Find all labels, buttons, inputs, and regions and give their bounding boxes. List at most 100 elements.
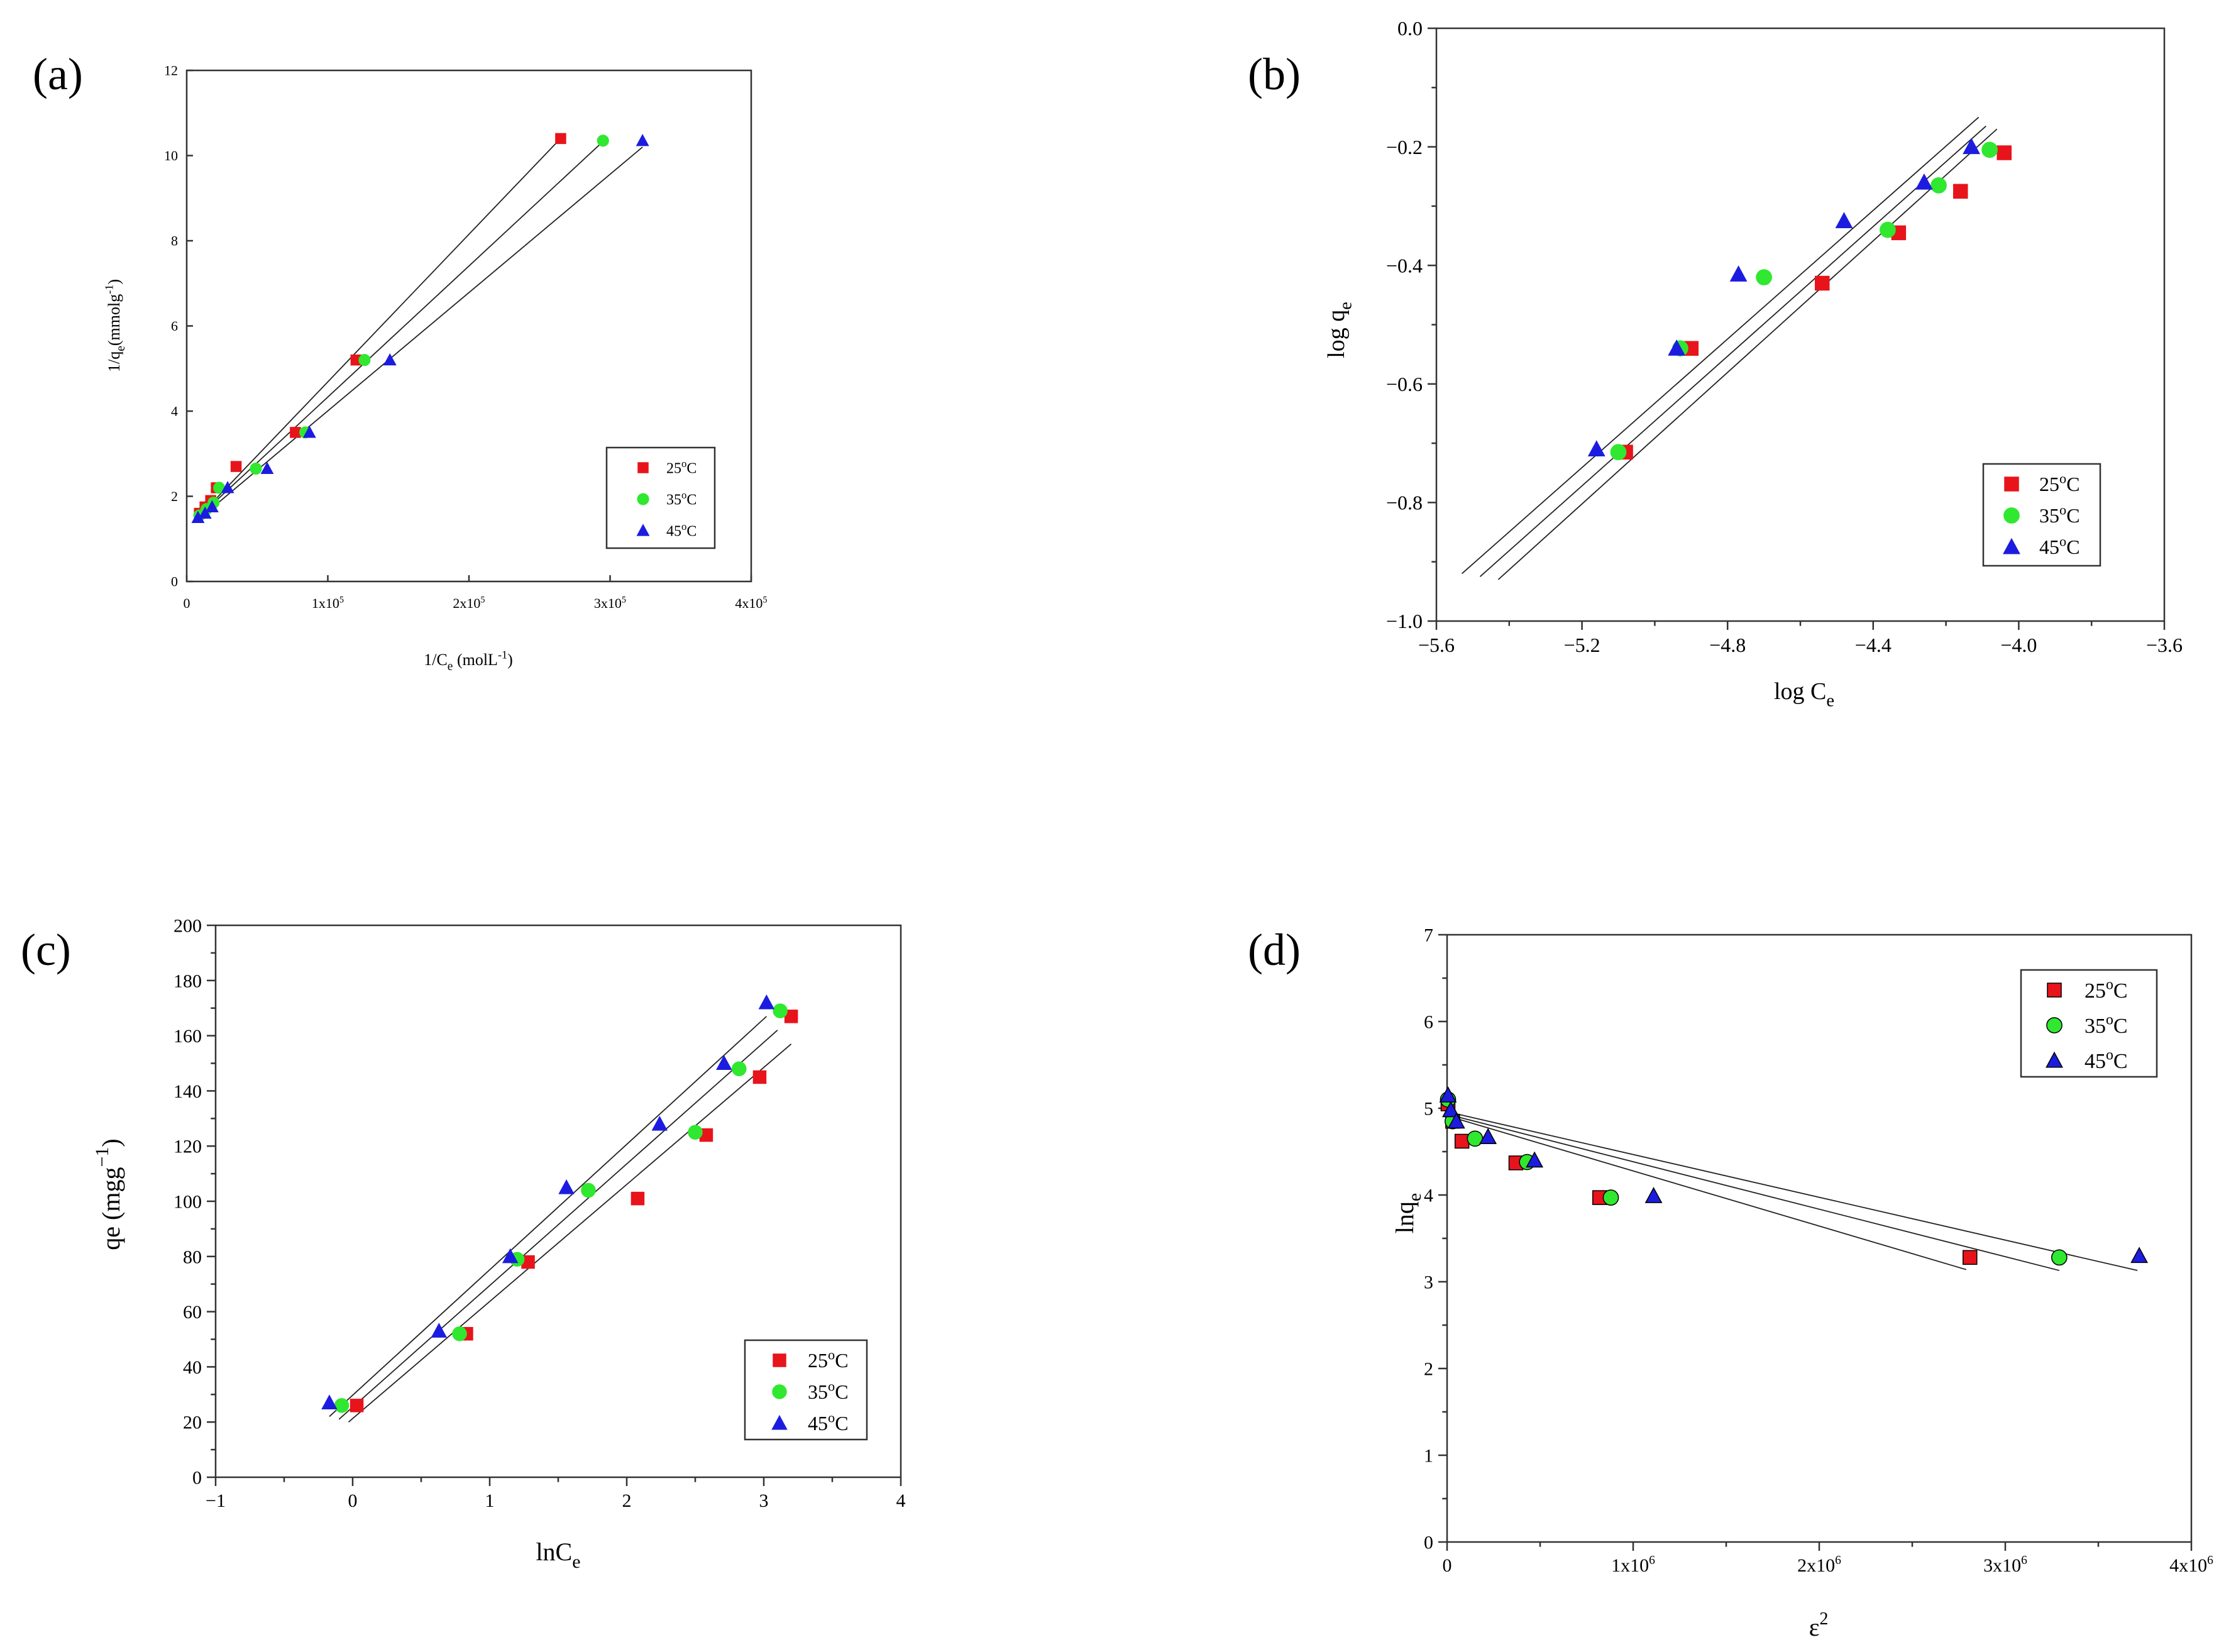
x-tick-text: 2 [622,1490,632,1511]
data-point [688,1125,703,1140]
data-point [230,461,242,472]
x-tick-text: 1x10 [312,595,339,611]
data-point [1644,1187,1663,1203]
legend-unit: C [2066,504,2079,527]
y-tick-label: 0.0 [1397,17,1423,40]
legend-temp: 45 [2039,536,2059,558]
x-tick-text: 2x10 [453,595,480,611]
legend-degree: o [681,520,686,532]
data-point [321,1394,338,1409]
chart-panel-d: (d)0 1x106 2x106 3x106 4x10601234567ε2lnqe25… [1248,925,2213,1641]
y-axis-label: 1/qe(mmolg-1) [103,279,128,372]
y-tick-label: 2 [171,488,178,504]
y-tick-label: 20 [183,1412,202,1433]
y-axis-label: lnqe [1391,1193,1425,1233]
x-tick-text: 1x10 [1611,1555,1649,1576]
data-point [1953,184,1968,199]
chart-panel-b: (b) −5.6 −5.2 −4.8 −4.4 −4.0 −3.6 −1.0 −0.8 −0.6 −… [1248,17,2183,710]
fit-line [1497,128,1998,580]
legend-unit: C [686,460,697,476]
fit-line [197,146,643,520]
fit-line [197,142,602,519]
legend-box [1982,463,2101,567]
legend-unit: C [2113,1050,2128,1073]
data-point [558,1179,575,1194]
x-tick-text: −3.6 [2146,634,2183,656]
data-point [1880,221,1896,238]
legend-label: 35oC [808,1378,849,1403]
data-point [1526,1151,1544,1168]
data-point [1668,339,1686,356]
x-axis-label-text: log C [1774,678,1826,705]
data-point [1963,138,1981,155]
x-tick-label: 4 [896,1490,906,1511]
legend-temp: 25 [2085,979,2106,1003]
fit-line [1450,1116,1967,1270]
x-tick-text: −5.6 [1418,634,1455,656]
y-tick-label: 10 [164,148,178,163]
x-tick-exponent: 6 [1649,1554,1655,1567]
x-tick-text: −4.4 [1855,634,1892,656]
data-point [1447,1112,1465,1129]
x-tick-text: −4.8 [1709,634,1746,656]
panel-label: (d) [1248,925,1301,975]
fit-line [1479,125,1986,577]
panel-label: (c) [21,925,71,975]
data-point [651,1116,668,1131]
legend-unit: C [835,1349,848,1372]
x-tick-label: −1 [206,1490,226,1511]
x-tick-text: 0 [1443,1555,1452,1576]
x-axis-label: log Ce [1774,678,1834,710]
fit-line [1450,1115,2060,1271]
legend-label: 25oC [2039,470,2080,495]
x-tick-label: 3x106 [1983,1554,2027,1576]
data-point [1479,1128,1497,1145]
data-point [1996,145,2012,160]
x-axis-label-subscript: e [448,660,453,673]
legend-degree: o [2059,502,2066,517]
data-point [1756,269,1772,285]
legend-label: 45oC [808,1409,849,1434]
x-axis-label-unit-exponent: -1 [498,649,507,661]
data-point [597,135,609,147]
y-tick-label: 200 [173,916,202,937]
x-tick-text: 0 [348,1490,358,1511]
x-axis-label-superscript: 2 [1819,1609,1828,1629]
legend-degree: o [2106,1011,2113,1028]
data-point [198,506,212,519]
y-tick-label: 40 [183,1357,202,1378]
x-axis-label: lnCe [536,1538,580,1572]
y-tick-label: 80 [183,1247,202,1267]
x-tick-label: −5.2 [1564,634,1600,656]
x-tick-label: 2x105 [453,595,485,611]
x-tick-text: 4x10 [2169,1555,2207,1576]
y-axis-label-subscript: e [1336,302,1355,310]
y-tick-label: −0.4 [1386,254,1423,277]
y-tick-label: 0 [192,1468,202,1489]
legend-temp: 45 [808,1412,828,1434]
x-axis-label: 1/Ce (molL-1) [424,649,513,673]
x-tick-text: −5.2 [1564,634,1600,656]
x-tick-exponent: 5 [339,595,344,605]
y-axis-label-superscript: −1 [92,1147,113,1167]
y-tick-label: −0.6 [1386,373,1423,395]
data-point [1454,1133,1470,1149]
x-axis-label-subscript: e [1826,691,1834,710]
data-point [260,461,274,475]
x-tick-text: −1 [206,1490,226,1511]
y-tick-label: 6 [171,318,178,334]
legend-marker [2003,507,2020,524]
legend-marker [2004,476,2019,492]
data-point [290,427,301,438]
y-tick-label: −0.2 [1386,136,1423,158]
y-tick-label: 140 [173,1081,202,1102]
x-tick-text: 1 [485,1490,495,1511]
legend-temp: 35 [2039,504,2059,527]
data-point [502,1248,519,1264]
y-axis-label-text: 1/q [105,351,123,372]
legend-box [605,446,716,549]
data-point [1981,141,1998,158]
fit-line [338,1030,778,1420]
legend-label: 25oC [808,1346,849,1372]
y-tick-label: 3 [1424,1272,1433,1293]
